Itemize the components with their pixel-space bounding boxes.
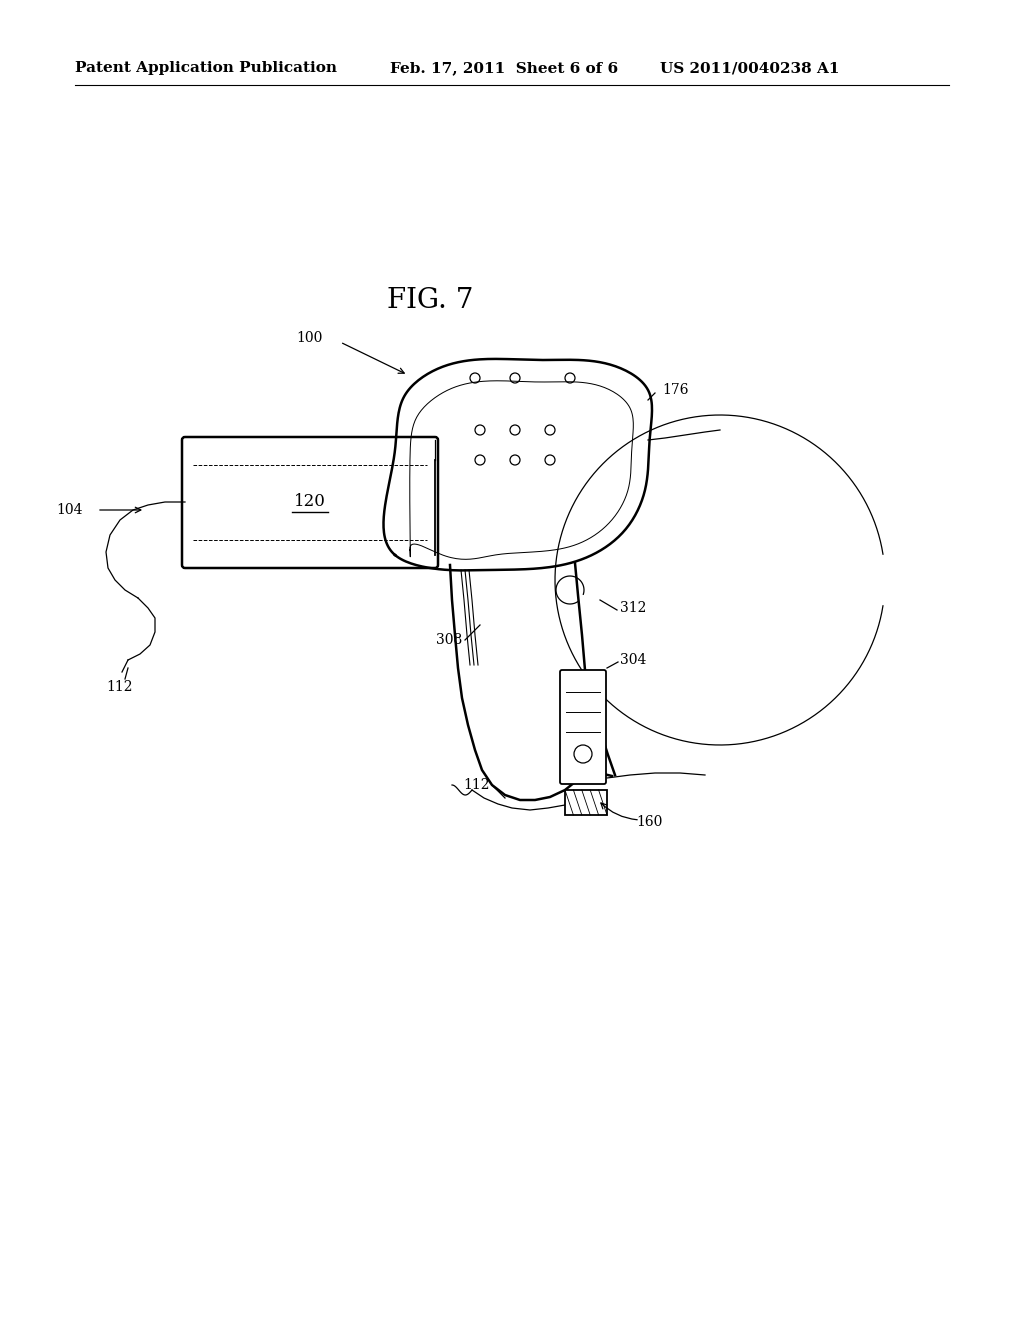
Text: 160: 160: [637, 814, 664, 829]
Text: FIG. 7: FIG. 7: [387, 286, 473, 314]
FancyBboxPatch shape: [182, 437, 438, 568]
Bar: [565, 789, 607, 814]
Polygon shape: [384, 359, 652, 570]
Text: 308: 308: [436, 634, 462, 647]
Text: 312: 312: [620, 601, 646, 615]
Text: 104: 104: [56, 503, 83, 517]
Text: 304: 304: [620, 653, 646, 667]
FancyBboxPatch shape: [560, 671, 606, 784]
Text: 120: 120: [294, 494, 326, 511]
Text: Feb. 17, 2011  Sheet 6 of 6: Feb. 17, 2011 Sheet 6 of 6: [390, 61, 618, 75]
Text: US 2011/0040238 A1: US 2011/0040238 A1: [660, 61, 840, 75]
Text: 100: 100: [297, 331, 323, 345]
Text: 176: 176: [662, 383, 688, 397]
Text: 112: 112: [106, 680, 133, 694]
Text: 112: 112: [464, 777, 490, 792]
Text: Patent Application Publication: Patent Application Publication: [75, 61, 337, 75]
